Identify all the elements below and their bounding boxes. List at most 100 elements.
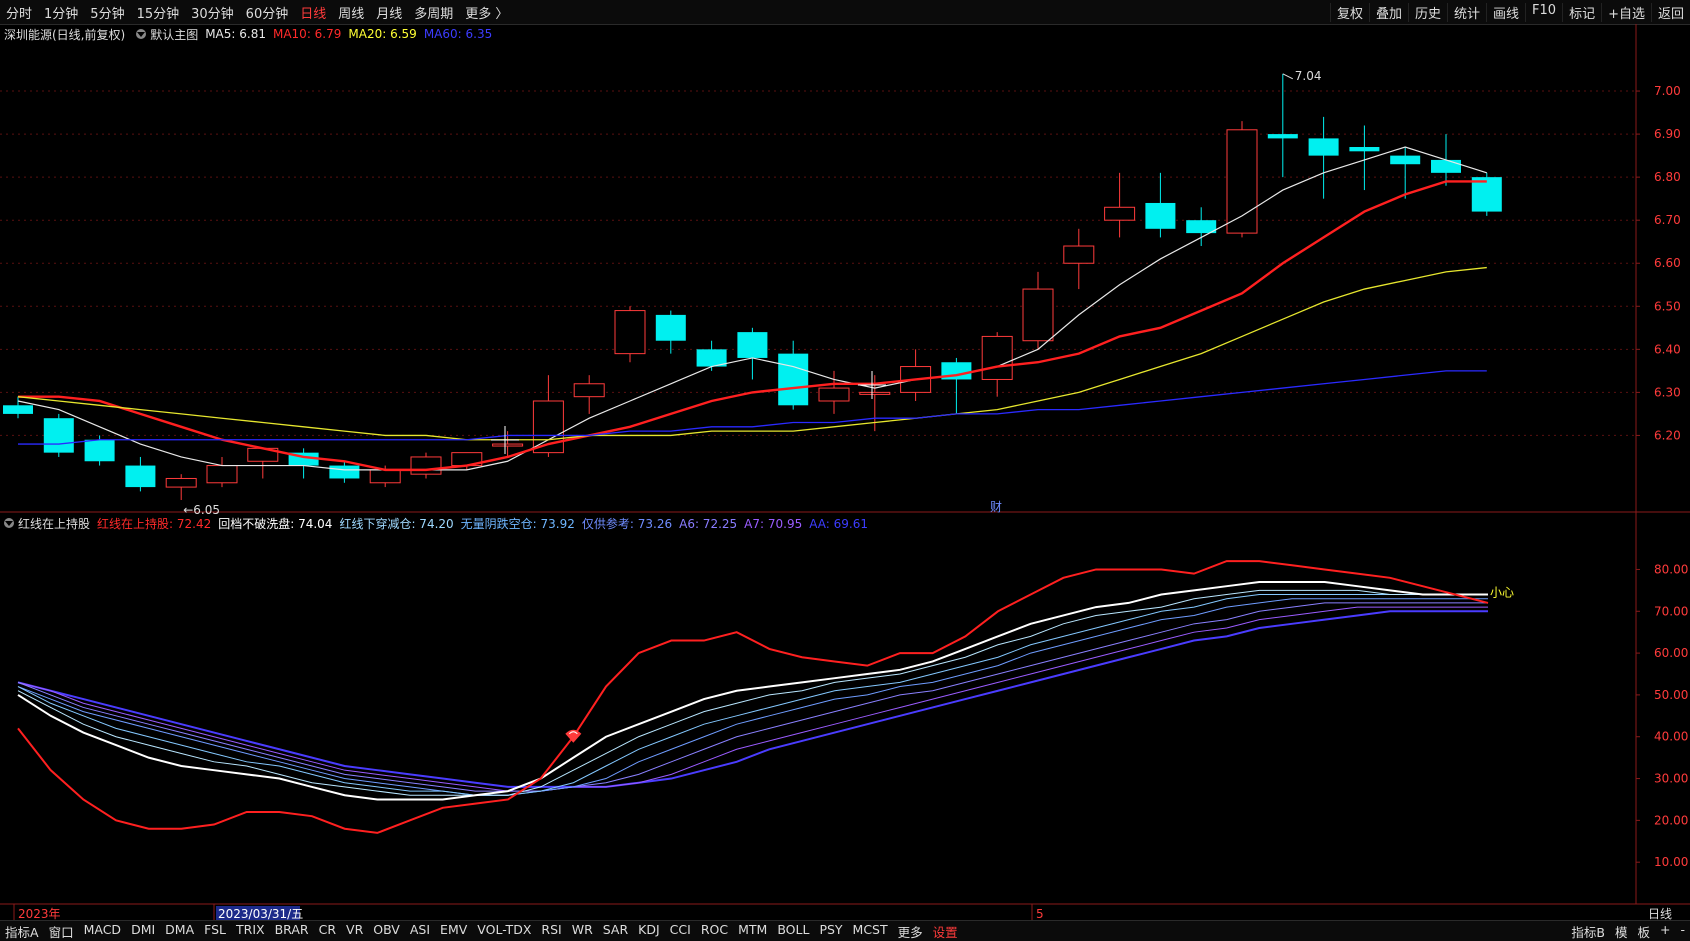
indicator-tab-11[interactable]: ASI xyxy=(409,921,431,937)
ind-legend-0: 红线在上持股: 72.42 xyxy=(97,516,212,531)
tool-button-2[interactable]: 历史 xyxy=(1407,2,1447,22)
candle-body-down xyxy=(737,332,768,358)
candle xyxy=(900,349,932,401)
price-tick-label: 6.90 xyxy=(1654,127,1681,141)
period-tab-8[interactable]: 月线 xyxy=(376,6,403,22)
price-tick-label: 7.00 xyxy=(1654,84,1681,98)
indicator-tab-10[interactable]: OBV xyxy=(373,921,400,937)
period-tab-0[interactable]: 分时 xyxy=(6,6,33,22)
candle-body-down xyxy=(329,465,360,479)
indicator-tabs: 指标A 窗口 MACD DMI DMA FSL TRIX BRAR CR VR OBV ASI EMV V… xyxy=(0,922,963,941)
main-chart-dropdown-icon[interactable] xyxy=(136,29,147,39)
indicator-tab-5[interactable]: FSL xyxy=(204,921,227,937)
candle-body-up xyxy=(1104,206,1136,221)
period-tab-5[interactable]: 60分钟 xyxy=(245,6,289,22)
price-tick-label: 6.80 xyxy=(1654,170,1681,184)
tool-button-1[interactable]: 叠加 xyxy=(1368,2,1408,22)
candle-body-up xyxy=(981,335,1013,380)
price-tick-label: 6.50 xyxy=(1654,299,1681,313)
candle xyxy=(288,448,319,479)
price-tick-label: 6.20 xyxy=(1654,428,1681,442)
indicator-tab-9[interactable]: VR xyxy=(346,921,364,937)
indicator-tab-1[interactable]: 窗口 xyxy=(48,924,74,940)
indicator-toolbar: 指标A 窗口 MACD DMI DMA FSL TRIX BRAR CR VR OBV ASI EMV V… xyxy=(0,920,1690,941)
indicator-tab-23[interactable]: MCST xyxy=(852,921,888,937)
indicator-tab-4[interactable]: DMA xyxy=(165,921,195,937)
indicator-b-button-2[interactable]: 板 xyxy=(1637,924,1650,940)
indicator-tab-7[interactable]: BRAR xyxy=(274,921,309,937)
indicator-tab-21[interactable]: BOLL xyxy=(777,921,810,937)
candle-body-down xyxy=(125,465,156,488)
indicator-tab-17[interactable]: KDJ xyxy=(638,921,660,937)
tool-button-0[interactable]: 复权 xyxy=(1329,2,1369,22)
candle xyxy=(1145,172,1176,238)
candle xyxy=(165,474,197,500)
indicator-tab-12[interactable]: EMV xyxy=(440,921,468,937)
period-tab-6[interactable]: 日线 xyxy=(300,6,327,22)
candle xyxy=(1186,207,1217,247)
indicator-tab-6[interactable]: TRIX xyxy=(236,921,265,937)
price-tick-label: 6.40 xyxy=(1654,342,1681,356)
indicator-tab-13[interactable]: VOL-TDX xyxy=(477,921,532,937)
main-chart-label[interactable]: 默认主图 xyxy=(150,27,199,42)
candle-body-up xyxy=(1226,129,1258,234)
tool-button-4[interactable]: 画线 xyxy=(1486,2,1525,22)
tool-button-5[interactable]: F10 xyxy=(1525,2,1562,22)
period-tab-2[interactable]: 5分钟 xyxy=(90,6,125,22)
tool-button-6[interactable]: 标记 xyxy=(1562,2,1601,22)
period-tab-3[interactable]: 15分钟 xyxy=(136,6,180,22)
indicator-dropdown-icon[interactable] xyxy=(4,518,14,528)
period-tab-10[interactable]: 更多 〉 xyxy=(465,6,509,22)
ind-tick-label: 40.00 xyxy=(1654,730,1688,744)
indicator-tab-19[interactable]: ROC xyxy=(700,921,729,937)
indicator-tab-2[interactable]: MACD xyxy=(83,921,122,937)
candle xyxy=(1267,73,1298,178)
period-tab-9[interactable]: 多周期 xyxy=(414,6,454,22)
candle-body-up xyxy=(1022,288,1054,342)
indicator-name[interactable]: 红线在上持股 xyxy=(18,516,91,531)
candle-body-up xyxy=(492,443,524,447)
period-tab-7[interactable]: 周线 xyxy=(338,6,365,22)
indicator-tab-14[interactable]: RSI xyxy=(541,921,562,937)
candle xyxy=(451,452,483,470)
ind-line-2 xyxy=(17,589,1488,796)
tool-button-8[interactable]: 返回 xyxy=(1650,2,1690,22)
ma-line-ma60 xyxy=(18,370,1487,445)
tool-button-3[interactable]: 统计 xyxy=(1447,2,1486,22)
ind-legend-6: A7: 70.95 xyxy=(744,516,803,531)
ma-legend-1: MA10: 6.79 xyxy=(272,27,342,41)
stock-title: 深圳能源(日线,前复权) xyxy=(4,27,126,42)
candle-body-up xyxy=(165,477,197,488)
high-marker xyxy=(1282,73,1294,80)
indicator-b-button-3[interactable]: + xyxy=(1660,921,1671,937)
candle-body-down xyxy=(3,405,33,414)
indicator-tab-22[interactable]: PSY xyxy=(819,921,843,937)
ind-tick-label: 10.00 xyxy=(1654,855,1688,869)
indicator-tab-8[interactable]: CR xyxy=(318,921,337,937)
indicator-tab-0[interactable]: 指标A xyxy=(5,924,39,940)
candle-body-up xyxy=(614,310,646,355)
indicator-b-button-0[interactable]: 指标B xyxy=(1571,924,1605,940)
indicator-tab-16[interactable]: SAR xyxy=(602,921,629,937)
period-tab-1[interactable]: 1分钟 xyxy=(44,6,79,22)
candle-body-down xyxy=(655,314,686,341)
candle xyxy=(655,310,686,354)
indicator-b-button-4[interactable]: - xyxy=(1680,921,1685,937)
indicator-tab-20[interactable]: MTM xyxy=(738,921,768,937)
tool-button-7[interactable]: +自选 xyxy=(1601,2,1651,22)
indicator-tab-25[interactable]: 设置 xyxy=(932,924,958,940)
indicator-tab-24[interactable]: 更多 xyxy=(897,924,923,940)
financial-report-marker[interactable]: 财 xyxy=(990,500,1002,514)
ind-tick-label: 20.00 xyxy=(1654,813,1688,827)
indicator-b-buttons: 指标B 模板 + - xyxy=(1566,922,1690,941)
indicator-b-button-1[interactable]: 模 xyxy=(1614,924,1628,940)
candle-body-down xyxy=(1471,177,1502,212)
period-tab-4[interactable]: 30分钟 xyxy=(191,6,234,22)
indicator-tab-18[interactable]: CCI xyxy=(669,921,691,937)
date-label: 2023年 xyxy=(18,907,61,921)
indicator-tab-3[interactable]: DMI xyxy=(131,921,156,937)
candle-body-up xyxy=(206,465,238,484)
low-price-label: ←6.05 xyxy=(183,503,220,517)
indicator-tab-15[interactable]: WR xyxy=(571,921,593,937)
